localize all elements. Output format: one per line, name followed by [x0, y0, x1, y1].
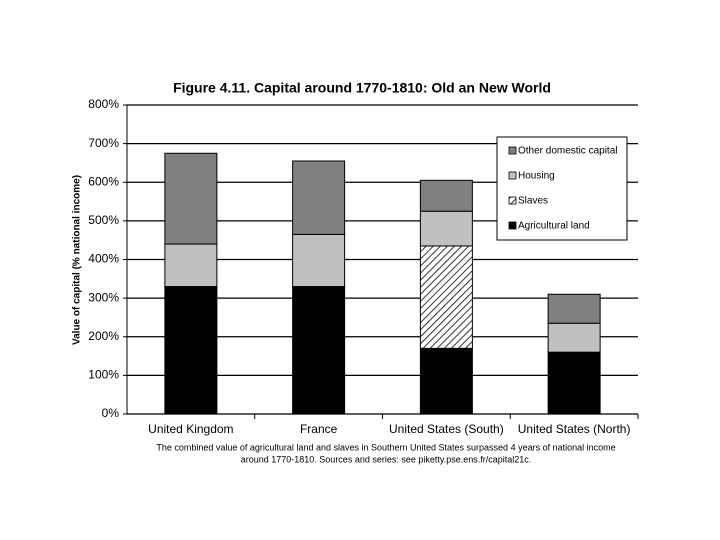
- legend-swatch: [508, 146, 517, 155]
- bar-segment: [292, 286, 346, 415]
- note: The combined value of agricultural land …: [156, 442, 615, 452]
- bar-segment: [419, 245, 473, 349]
- legend-swatch: [508, 196, 517, 205]
- legend-swatch: [508, 171, 517, 180]
- x-tick-label: United States (North): [518, 422, 631, 436]
- bar-segment: [547, 322, 601, 353]
- y-tick-label: 300%: [88, 290, 119, 304]
- bar-segment: [419, 210, 473, 247]
- x-tick-label: United States (South): [389, 422, 504, 436]
- y-tick-label: 200%: [88, 329, 119, 343]
- note: around 1770-1810. Sources and series: se…: [241, 454, 532, 464]
- bar-segment: [419, 347, 473, 415]
- y-tick-label: 0%: [102, 406, 120, 420]
- y-tick-label: 500%: [88, 213, 119, 227]
- y-tick-label: 800%: [88, 97, 119, 111]
- bar-segment: [164, 152, 218, 245]
- y-tick-label: 100%: [88, 368, 119, 382]
- legend-label: Agricultural land: [518, 221, 590, 232]
- legend-label: Other domestic capital: [518, 146, 618, 157]
- bar-segment: [547, 351, 601, 415]
- bar-segment: [419, 179, 473, 212]
- x-tick-label: France: [300, 422, 338, 436]
- legend-swatch: [508, 221, 517, 230]
- legend-label: Housing: [518, 171, 555, 182]
- legend-label: Slaves: [518, 196, 548, 207]
- legend-box: [496, 136, 628, 241]
- bar-segment: [292, 233, 346, 288]
- bar-segment: [164, 243, 218, 288]
- y-tick-label: 600%: [88, 174, 119, 188]
- bar-segment: [164, 286, 218, 415]
- bar-segment: [547, 293, 601, 324]
- y-tick-label: 400%: [88, 252, 119, 266]
- bar-segment: [292, 160, 346, 235]
- chart-title: Figure 4.11. Capital around 1770-1810: O…: [173, 80, 551, 96]
- y-axis-label: Value of capital (% national income): [72, 175, 83, 345]
- y-tick-label: 700%: [88, 136, 119, 150]
- x-tick-label: United Kingdom: [148, 422, 233, 436]
